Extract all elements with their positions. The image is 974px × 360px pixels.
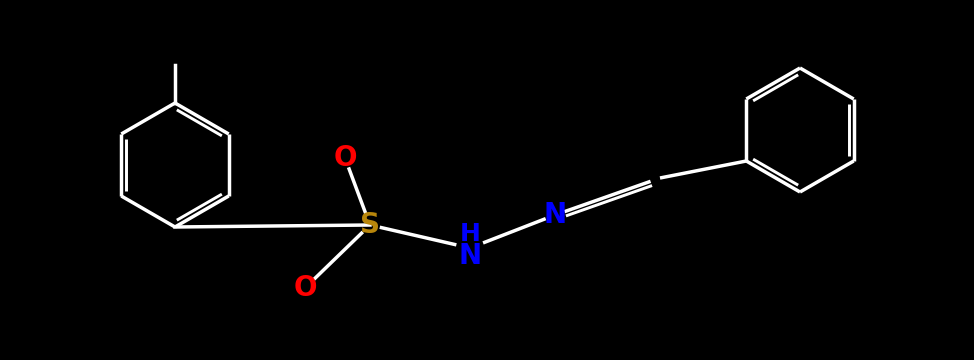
Text: S: S bbox=[360, 211, 380, 239]
Text: N: N bbox=[543, 201, 567, 229]
Text: H: H bbox=[460, 222, 480, 246]
Text: O: O bbox=[293, 274, 317, 302]
Text: N: N bbox=[459, 242, 481, 270]
Text: O: O bbox=[333, 144, 356, 172]
